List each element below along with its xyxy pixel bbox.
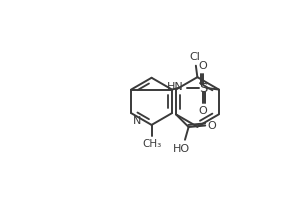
Text: N: N xyxy=(133,116,142,125)
Text: O: O xyxy=(199,106,208,116)
Text: HN: HN xyxy=(167,82,183,92)
Text: HO: HO xyxy=(173,144,190,154)
Text: S: S xyxy=(199,81,207,95)
Text: Cl: Cl xyxy=(190,52,201,62)
Text: O: O xyxy=(199,60,208,71)
Text: CH₃: CH₃ xyxy=(142,140,161,149)
Text: O: O xyxy=(207,120,216,131)
